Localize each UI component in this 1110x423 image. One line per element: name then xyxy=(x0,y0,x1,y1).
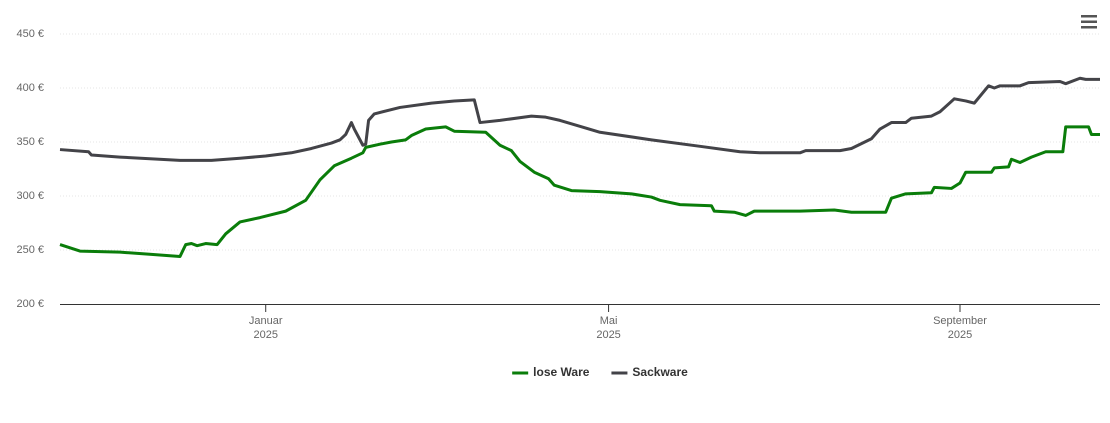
y-tick-label: 400 € xyxy=(16,82,44,94)
y-tick-label: 250 € xyxy=(16,244,44,256)
menu-button[interactable] xyxy=(1078,12,1100,32)
legend-label: Sackware xyxy=(632,365,688,379)
series-line xyxy=(59,125,1100,258)
legend-item: lose Ware xyxy=(512,365,590,379)
y-tick-label: 350 € xyxy=(16,136,44,148)
x-tick-label: 2025 xyxy=(596,329,620,341)
y-tick-label: 200 € xyxy=(16,298,44,310)
legend-label: lose Ware xyxy=(533,365,590,379)
legend: lose Ware Sackware xyxy=(512,365,688,379)
x-tick-label: 2025 xyxy=(253,329,277,341)
y-tick-label: 450 € xyxy=(16,28,44,40)
x-tick-label: Januar xyxy=(249,315,283,327)
legend-item: Sackware xyxy=(611,365,688,379)
x-tick-label: 2025 xyxy=(948,329,972,341)
series-line xyxy=(59,76,1100,162)
x-tick-label: September xyxy=(933,315,987,327)
x-tick-label: Mai xyxy=(600,315,618,327)
y-tick-label: 300 € xyxy=(16,190,44,202)
